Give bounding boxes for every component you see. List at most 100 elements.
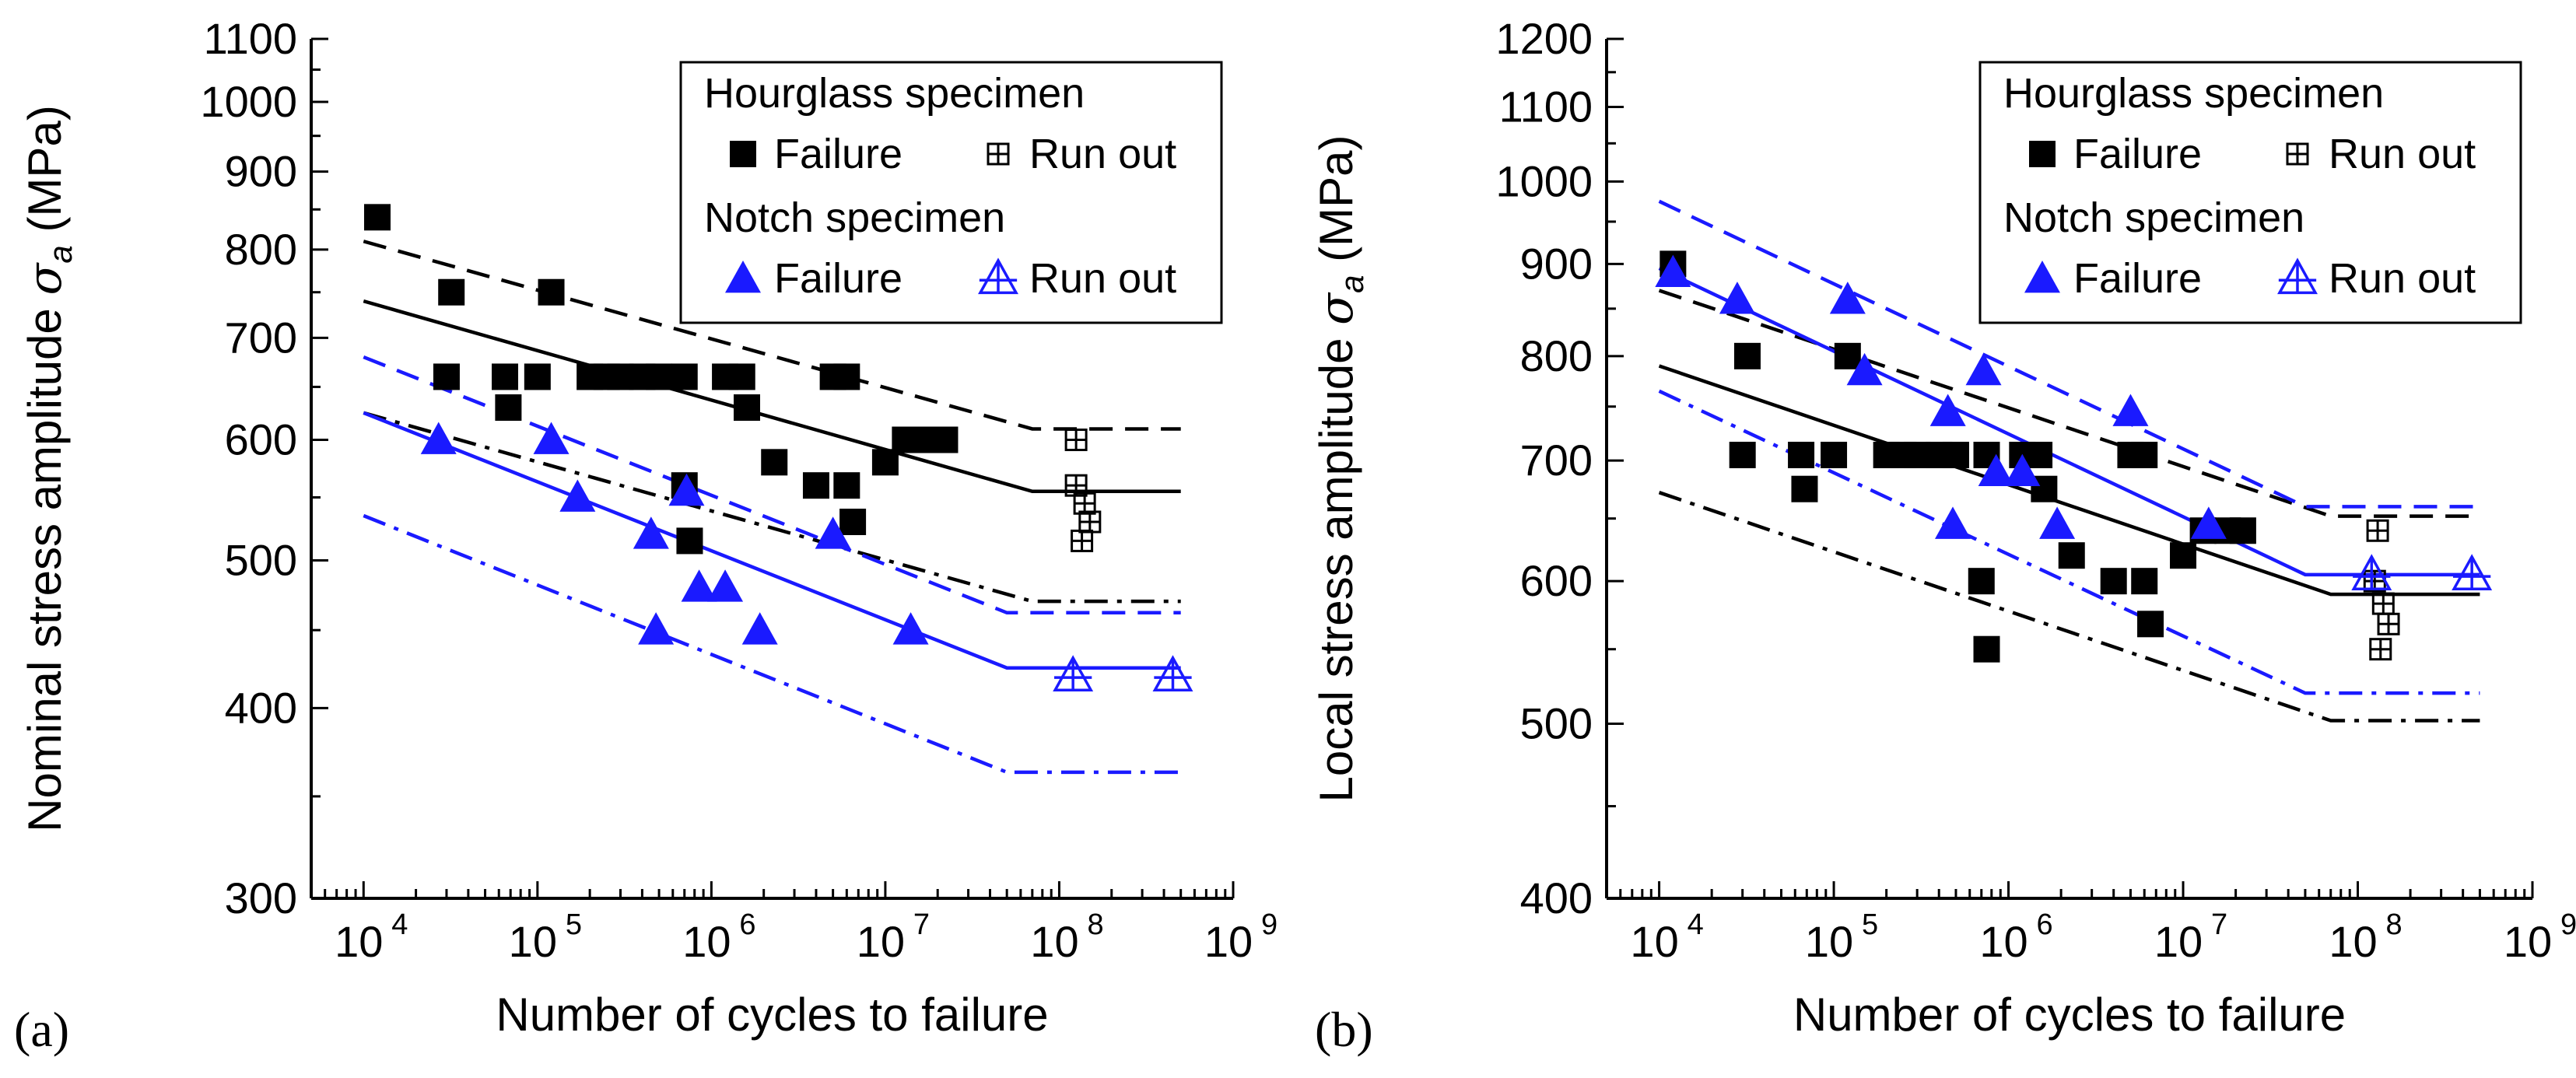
marker-square-plus [987, 142, 1010, 166]
y-tick-label: 500 [225, 536, 297, 585]
marker-triangle-filled [1929, 394, 1966, 426]
x-tick-exponent: 6 [739, 908, 755, 941]
marker-square-plus [2371, 592, 2395, 615]
x-tick-exponent: 5 [1862, 908, 1878, 941]
marker-triangle-plus [2452, 554, 2493, 590]
y-tick-label: 400 [225, 683, 297, 732]
legend: Hourglass specimen Failure Run out Notch sp… [679, 61, 1223, 324]
marker-triangle-filled [2039, 506, 2076, 539]
y-tick-label: 400 [1520, 873, 1593, 922]
x-axis-ticks: 10 4 10 5 10 6 10 7 10 8 10 9 [335, 881, 1277, 966]
legend-group-title: Notch specimen [2003, 194, 2304, 241]
y-axis-title-symbol: σ [1309, 292, 1364, 325]
marker-square-filled [2229, 517, 2256, 544]
y-axis-ticks: 300 400 500 600 700 800 900 1000 1100 [200, 14, 328, 922]
marker-square-filled [671, 363, 698, 390]
fit-line-dash [1658, 199, 2480, 509]
legend-entry-label: Run out [1029, 131, 1176, 177]
marker-triangle-filled [707, 569, 744, 602]
x-tick-exponent: 9 [2560, 908, 2576, 941]
marker-square-filled [1791, 475, 1818, 502]
x-tick-label: 10 [2154, 917, 2203, 966]
marker-square-filled [734, 394, 761, 422]
x-tick-exponent: 5 [566, 908, 582, 941]
legend-group-title: Hourglass specimen [2003, 70, 2384, 117]
marker-triangle-filled [725, 261, 761, 293]
y-tick-label: 900 [1520, 239, 1593, 288]
y-axis-title-unit: (MPa) [19, 105, 71, 245]
legend-entry-label: Failure [2073, 131, 2202, 177]
legend-group-title: Notch specimen [704, 194, 1005, 241]
marker-square-plus [2369, 638, 2392, 661]
marker-square-plus [1078, 510, 1102, 534]
marker-triangle-filled [815, 516, 851, 549]
marker-square-filled [802, 472, 829, 499]
marker-triangle-filled [681, 569, 717, 602]
legend-entry-label: Run out [2329, 255, 2476, 302]
marker-square-filled [1788, 441, 1815, 468]
marker-triangle-filled [533, 422, 570, 454]
fit-line-dash [1658, 289, 2480, 518]
x-tick-label: 10 [335, 917, 383, 966]
marker-triangle-filled [420, 422, 457, 454]
y-axis-title-main: Nominal stress amplitude [19, 296, 71, 832]
legend-entry-label: Run out [1029, 255, 1176, 302]
marker-square-filled [2029, 141, 2056, 167]
marker-triangle-filled [638, 612, 675, 645]
marker-triangle-filled [1846, 352, 1883, 386]
marker-square-filled [931, 426, 959, 453]
marker-square-filled [2137, 611, 2164, 638]
y-axis-ticks: 400 500 600 700 800 900 1000 1100 1200 [1495, 14, 1624, 922]
fit-line-dashdot [363, 411, 1181, 604]
y-tick-label: 1000 [1495, 156, 1593, 205]
marker-square-filled [676, 527, 703, 555]
fit-line-dashdot [363, 513, 1181, 775]
marker-square-filled [2170, 542, 2197, 569]
marker-square-filled [2100, 568, 2127, 595]
marker-square-filled [833, 363, 860, 390]
y-tick-label: 900 [225, 147, 297, 196]
legend-entry-label: Run out [2329, 131, 2476, 177]
series-square-plus [1064, 428, 1102, 552]
marker-square-plus [1071, 529, 1094, 552]
marker-square-filled [892, 426, 919, 453]
series-triangle-plus [2351, 554, 2493, 590]
x-tick-label: 10 [2504, 917, 2552, 966]
x-tick-exponent: 7 [913, 908, 930, 941]
x-tick-label: 10 [857, 917, 905, 966]
fit-line-dash [363, 355, 1181, 615]
marker-square-filled [1973, 635, 2000, 663]
marker-triangle-filled [1965, 352, 2002, 386]
marker-triangle-filled [2190, 506, 2227, 539]
y-tick-label: 300 [225, 873, 297, 922]
marker-triangle-plus [978, 257, 1018, 295]
y-tick-label: 500 [1520, 699, 1593, 748]
legend-box [679, 61, 1223, 324]
x-tick-exponent: 7 [2211, 908, 2227, 941]
legend-entry-label: Failure [774, 255, 902, 302]
marker-triangle-plus [2351, 554, 2392, 590]
marker-triangle-filled [2004, 453, 2041, 487]
marker-triangle-filled [1655, 254, 1691, 287]
legend-group-title: Hourglass specimen [704, 70, 1085, 117]
fit-line-dashdot [1658, 389, 2480, 695]
fit-line-dash [363, 240, 1181, 431]
y-axis-title-subscript: a [42, 245, 79, 263]
x-axis-title: Number of cycles to failure [1793, 989, 2346, 1041]
legend-entry-label: Failure [2073, 255, 2202, 302]
marker-triangle-filled [892, 612, 929, 645]
y-tick-label: 700 [225, 313, 297, 362]
marker-square-filled [2026, 441, 2053, 468]
marker-square-filled [761, 449, 788, 476]
marker-square-filled [1834, 342, 1861, 369]
x-tick-exponent: 6 [2037, 908, 2053, 941]
y-tick-label: 1000 [200, 77, 297, 126]
marker-square-filled [495, 394, 522, 422]
marker-square-plus [1064, 428, 1088, 451]
marker-square-filled [839, 509, 867, 536]
y-axis-title-unit: (MPa) [1310, 135, 1362, 275]
x-tick-label: 10 [682, 917, 731, 966]
marker-square-plus [2286, 142, 2309, 166]
fit-line-solid [1658, 266, 2480, 577]
